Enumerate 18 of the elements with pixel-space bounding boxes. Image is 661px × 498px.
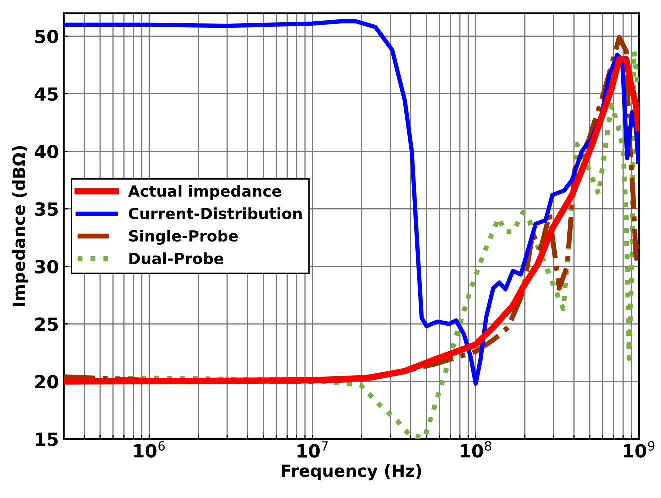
x-tick-label: 10$^{7}$ <box>298 442 328 458</box>
x-tick-label: 10$^{8}$ <box>461 441 492 458</box>
legend-label: Actual impedance <box>128 185 282 200</box>
y-tick-label: 25 <box>36 318 58 332</box>
y-axis-title: Impedance (dBΩ) <box>12 146 29 306</box>
y-tick-label: 30 <box>35 260 58 274</box>
x-tick-label: 10$^{6}$ <box>134 441 166 458</box>
legend-label: Current-Distribution <box>129 208 302 220</box>
x-tick-label: 10$^{9}$ <box>624 441 655 458</box>
y-tick-label: 50 <box>36 30 58 44</box>
y-tick-label: 40 <box>34 145 58 159</box>
y-tick-label: 45 <box>34 88 58 102</box>
x-axis-title: Frequency (Hz) <box>282 464 422 481</box>
y-tick-label: 35 <box>35 202 58 216</box>
legend-label: Dual-Probe <box>130 252 224 264</box>
legend-label: Single-Probe <box>129 230 238 246</box>
y-tick-label: 15 <box>36 432 58 446</box>
y-tick-label: 20 <box>36 375 58 389</box>
